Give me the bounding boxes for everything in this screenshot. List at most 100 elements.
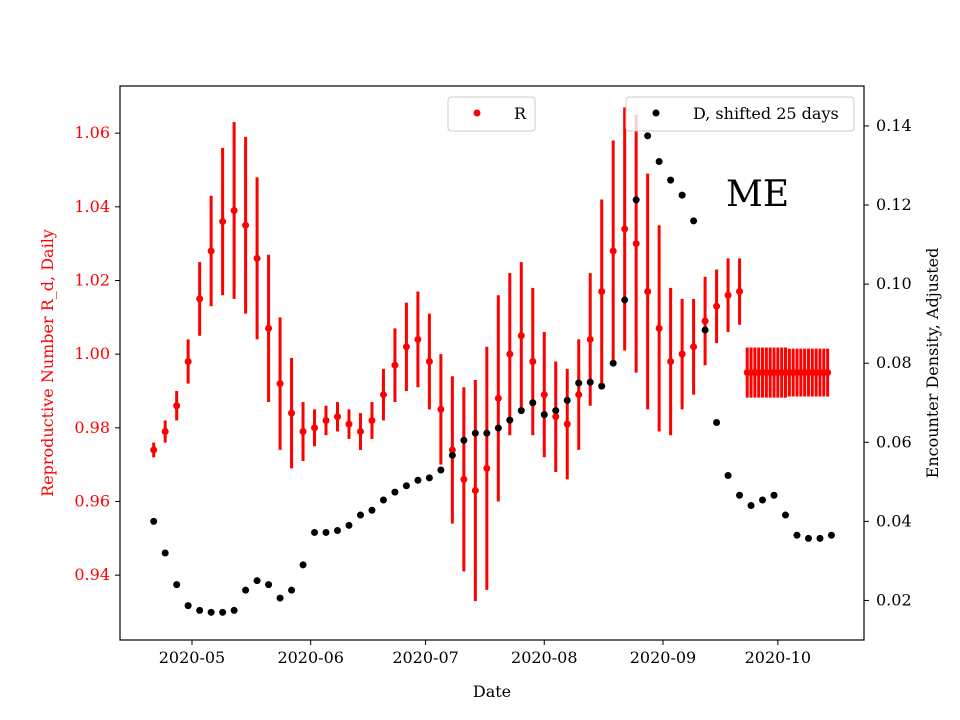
data-point — [552, 413, 560, 421]
x-tick-label: 2020-10 — [745, 648, 811, 667]
data-point — [402, 482, 410, 490]
data-point — [586, 335, 594, 343]
data-point — [207, 608, 215, 616]
data-point — [713, 419, 721, 427]
data-point — [793, 531, 801, 539]
data-point — [460, 475, 468, 483]
state-annotation: ME — [726, 174, 789, 215]
y-axis-right-label: Encounter Density, Adjusted — [923, 248, 942, 479]
data-point — [333, 413, 341, 421]
y-right-tick-label: 0.02 — [876, 590, 912, 609]
x-tick-label: 2020-06 — [277, 648, 343, 667]
data-point — [598, 288, 606, 296]
data-point — [804, 534, 812, 542]
data-point — [506, 416, 514, 424]
legend-r-label: R — [514, 104, 527, 123]
data-point — [724, 472, 732, 480]
data-point — [219, 218, 227, 226]
data-point — [161, 428, 169, 436]
data-point — [253, 254, 261, 262]
y-axis-right: 0.02 0.04 0.06 0.08 0.10 0.12 0.14 — [864, 116, 912, 609]
data-point — [690, 217, 698, 225]
data-point — [540, 391, 548, 399]
data-point — [460, 436, 468, 444]
data-point — [667, 176, 675, 184]
data-point — [161, 549, 169, 557]
data-point — [736, 288, 744, 296]
data-point — [173, 402, 181, 410]
data-point — [667, 358, 675, 366]
data-point — [678, 350, 686, 358]
data-point — [437, 405, 445, 413]
y-right-tick-label: 0.04 — [876, 511, 912, 530]
data-point — [276, 594, 284, 602]
data-point — [368, 506, 376, 514]
data-point — [701, 326, 709, 334]
y-right-tick-label: 0.14 — [876, 116, 912, 135]
y-right-tick-label: 0.08 — [876, 353, 912, 372]
data-point — [196, 295, 204, 303]
data-point — [448, 446, 456, 454]
data-point — [242, 221, 250, 229]
y-left-tick-label: 0.96 — [74, 492, 110, 511]
data-point — [770, 491, 778, 499]
data-point — [230, 606, 238, 614]
legend-d: D, shifted 25 days — [625, 96, 855, 132]
data-point — [242, 586, 250, 594]
data-point — [402, 343, 410, 351]
data-point — [782, 511, 790, 519]
data-point — [575, 379, 583, 387]
data-point — [219, 608, 227, 616]
data-point — [356, 428, 364, 436]
y-left-tick-label: 1.06 — [74, 123, 110, 142]
plot-marks — [150, 107, 835, 616]
data-point — [586, 378, 594, 386]
data-point — [196, 606, 204, 614]
x-axis: 2020-05 2020-06 2020-07 2020-08 2020-09 2020-… — [159, 640, 811, 667]
data-point — [609, 359, 617, 367]
data-point — [322, 416, 330, 424]
data-point — [632, 196, 640, 204]
data-point — [425, 474, 433, 482]
data-point — [483, 464, 491, 472]
data-point — [563, 420, 571, 428]
x-tick-label: 2020-05 — [159, 648, 225, 667]
data-point — [736, 491, 744, 499]
data-point — [345, 521, 353, 529]
data-point — [816, 534, 824, 542]
data-point — [265, 581, 273, 589]
data-point — [299, 428, 307, 436]
data-point — [690, 343, 698, 351]
data-point — [207, 247, 215, 255]
legend-r-marker — [473, 109, 481, 117]
x-axis-label: Date — [473, 682, 511, 701]
data-point — [150, 517, 158, 525]
data-point — [391, 488, 399, 496]
data-point — [517, 332, 525, 340]
legend-d-marker — [652, 109, 660, 117]
y-right-tick-label: 0.12 — [876, 195, 912, 214]
data-point — [437, 466, 445, 474]
data-point — [621, 296, 629, 304]
data-point — [678, 191, 686, 199]
data-point — [529, 399, 537, 407]
data-point — [598, 382, 606, 390]
data-point — [299, 561, 307, 569]
data-point — [529, 358, 537, 366]
legend-r: R — [447, 96, 536, 132]
data-point — [414, 476, 422, 484]
data-point — [322, 528, 330, 536]
y-left-tick-label: 0.98 — [74, 418, 110, 437]
data-point — [713, 302, 721, 310]
x-tick-label: 2020-07 — [392, 648, 458, 667]
data-point — [621, 225, 629, 233]
data-point — [540, 411, 548, 419]
series-0 — [150, 107, 744, 601]
data-point — [632, 240, 640, 248]
series-1 — [743, 347, 832, 398]
data-point — [644, 132, 652, 140]
data-point — [759, 496, 767, 504]
data-point — [506, 350, 514, 358]
data-point — [655, 158, 663, 166]
